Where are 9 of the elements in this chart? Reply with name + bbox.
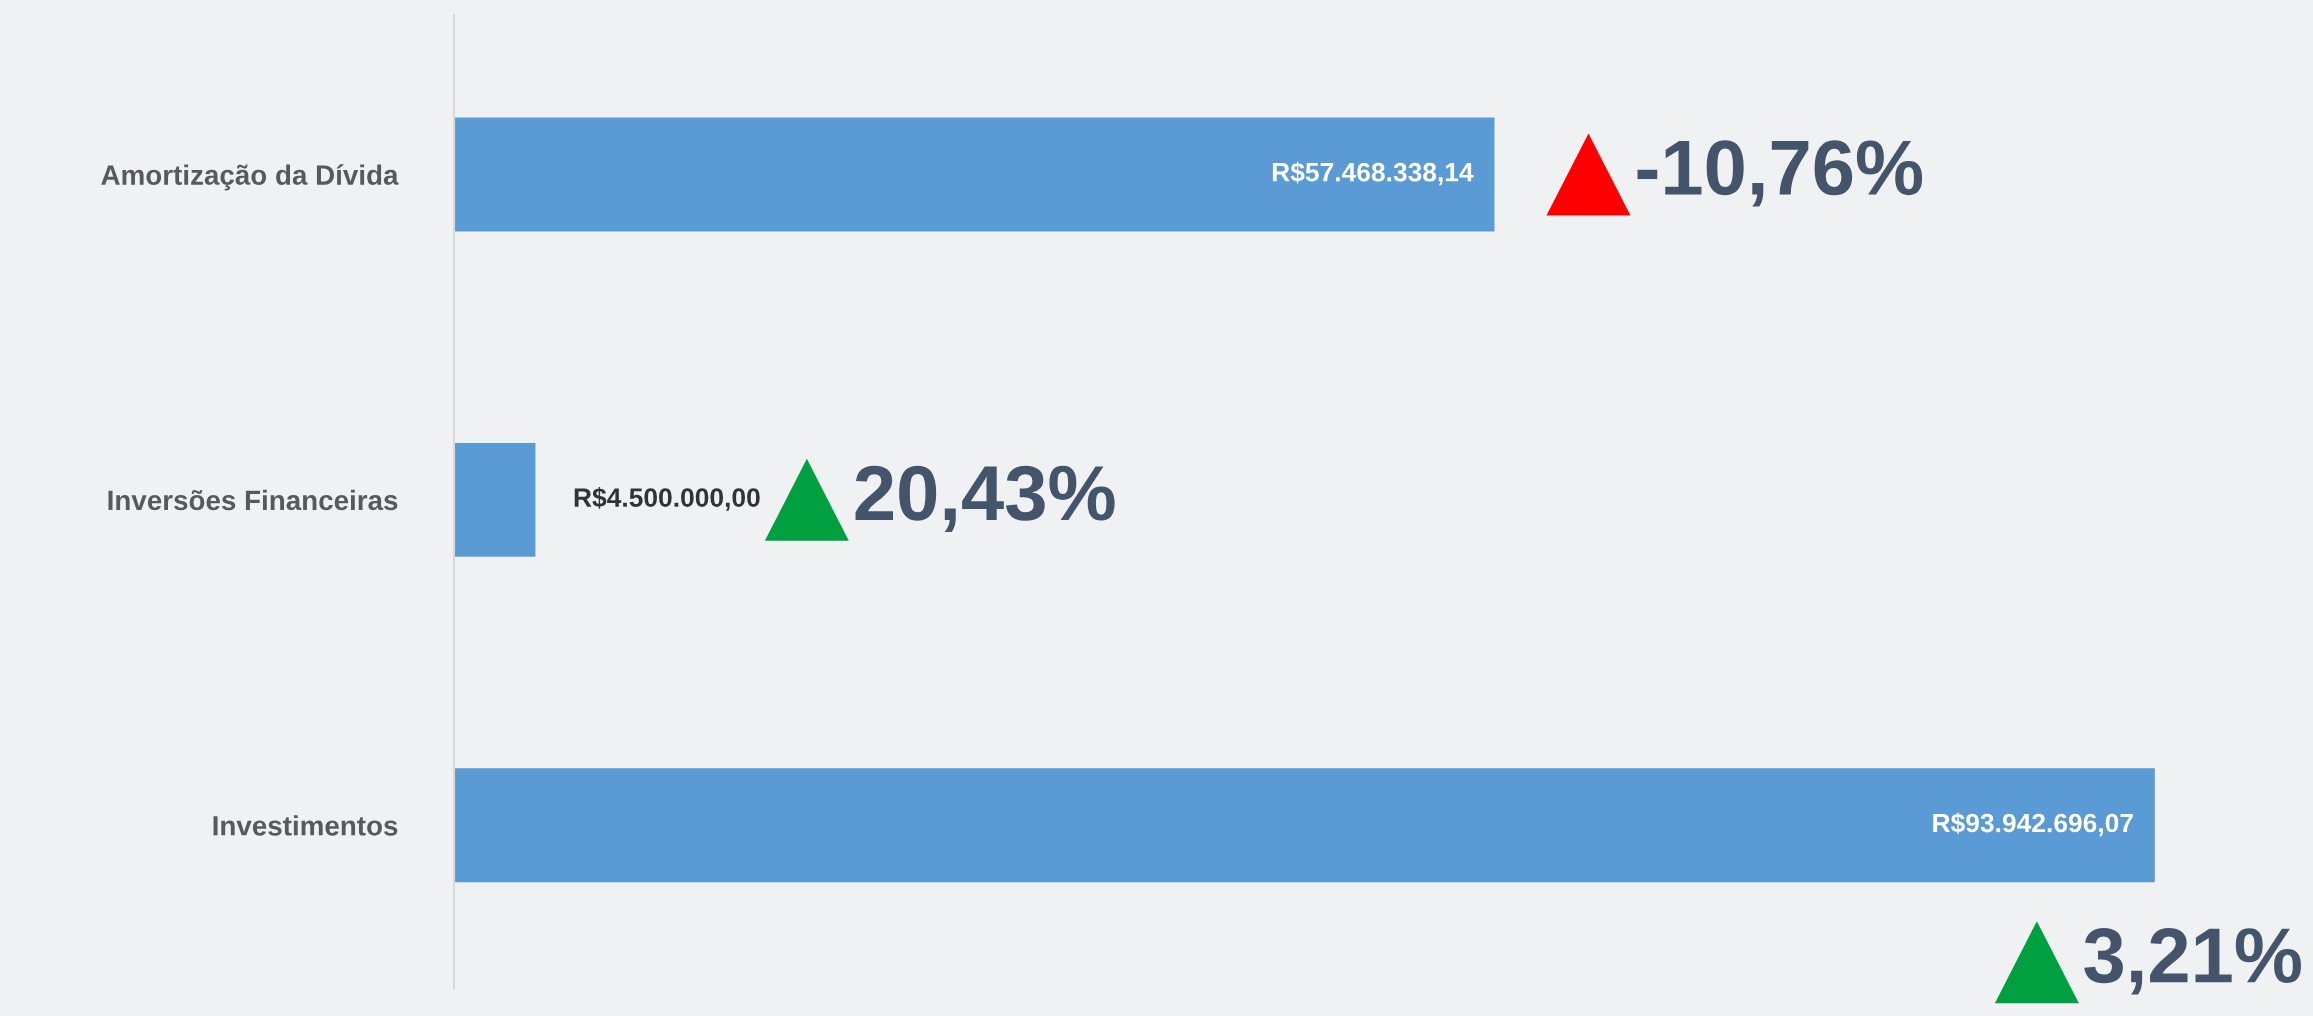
y-tick-label: Amortização da Dívida	[101, 164, 399, 191]
annotation: 3,21%	[2084, 928, 2301, 995]
data-label: R$4.500.000,00	[574, 487, 760, 511]
y-tick-label: Inversões Financeiras	[108, 489, 398, 511]
y-tick-label: Investimentos	[213, 815, 398, 836]
data-label: R$93.942.696,07	[1933, 812, 2133, 837]
annotation: -10,76%	[1637, 140, 1923, 207]
annotation: 20,43%	[855, 465, 1115, 533]
data-label: R$57.468.338,14	[1272, 161, 1474, 186]
